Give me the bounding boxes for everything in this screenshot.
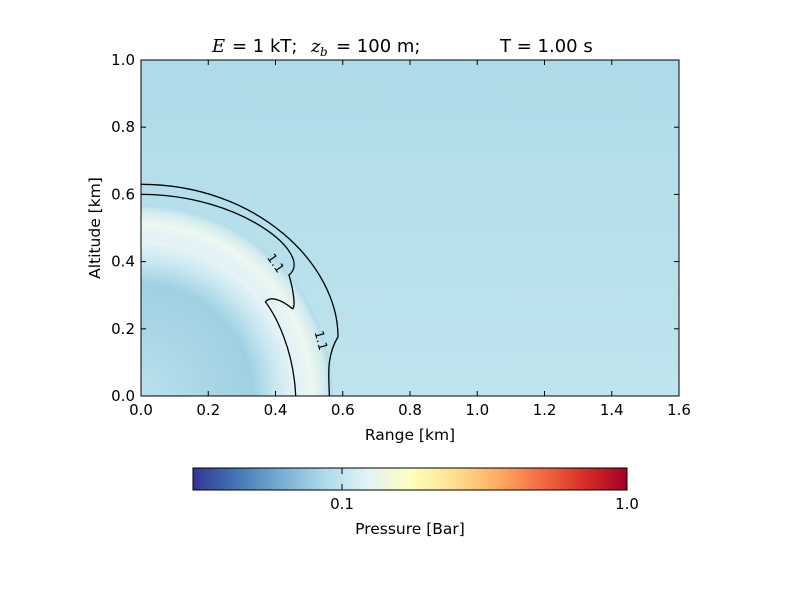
y-tick-label: 0.2 <box>111 320 135 338</box>
title-burst-symbol: z <box>310 36 321 57</box>
x-axis-label: Range [km] <box>365 426 455 444</box>
colorbar-tick-label: 0.1 <box>330 495 354 513</box>
y-tick-label: 0.8 <box>111 118 135 136</box>
y-axis-ticks: 0.0 0.2 0.4 0.6 0.8 1.0 <box>111 51 679 405</box>
shock-front-highlight <box>141 206 331 396</box>
colorbar-ticks: 0.1 1.0 <box>330 468 639 513</box>
y-tick-label: 0.0 <box>111 387 135 405</box>
y-axis-label: Altitude [km] <box>86 177 104 279</box>
y-tick-label: 0.6 <box>111 185 135 203</box>
contour-lines <box>141 183 339 396</box>
contour-labels: 1.11.1 <box>264 251 332 352</box>
colorbar: 0.1 1.0 Pressure [Bar] <box>192 467 639 538</box>
colorbar-gradient <box>192 467 628 491</box>
y-tick-label: 0.4 <box>111 253 135 271</box>
title-time: T = 1.00 s <box>499 36 593 57</box>
x-tick-label: 1.2 <box>533 401 557 419</box>
x-tick-label: 0.4 <box>264 401 288 419</box>
x-tick-label: 1.0 <box>465 401 489 419</box>
colorbar-label: Pressure [Bar] <box>355 520 465 538</box>
contour-line-inner <box>141 193 297 396</box>
contour-label: 1.1 <box>312 329 332 352</box>
title-energy-value: = 1 kT; <box>232 36 297 57</box>
title-burst-subscript: b <box>320 45 328 59</box>
x-tick-label: 0.0 <box>129 401 153 419</box>
x-tick-label: 1.4 <box>600 401 624 419</box>
title-burst-value: = 100 m; <box>336 36 420 57</box>
x-tick-label: 1.6 <box>667 401 691 419</box>
heatmap-plot: 1.11.1 0.0 0.2 0.4 0.6 0.8 1.0 1.2 1.4 1.6 0.00.… <box>111 51 691 419</box>
x-tick-label: 0.2 <box>196 401 220 419</box>
contour-line-outer <box>141 183 339 396</box>
y-tick-label: 1.0 <box>111 51 135 69</box>
title-energy-symbol: E <box>211 36 225 57</box>
x-tick-label: 0.8 <box>398 401 422 419</box>
x-tick-label: 0.6 <box>331 401 355 419</box>
x-axis-ticks: 0.0 0.2 0.4 0.6 0.8 1.0 1.2 1.4 1.6 <box>129 60 691 419</box>
colorbar-tick-label: 1.0 <box>615 495 639 513</box>
chart-title: E = 1 kT; z b = 100 m; T = 1.00 s <box>211 36 593 59</box>
